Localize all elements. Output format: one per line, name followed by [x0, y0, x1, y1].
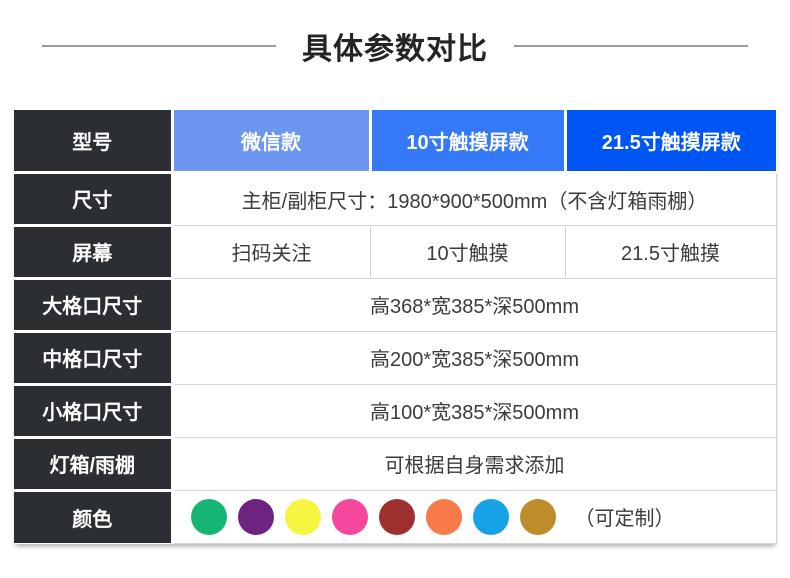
color-swatch-pink [331, 498, 368, 535]
table-row-size: 尺寸 主柜/副柜尺寸：1980*900*500mm（不含灯箱雨棚） [14, 171, 777, 227]
color-swatch-list: （可定制） [175, 498, 775, 535]
column-header-wechat: 微信款 [170, 110, 370, 174]
color-swatch-purple [237, 498, 274, 535]
color-swatch-yellow [284, 498, 321, 535]
cell-screen-wechat: 扫码关注 [171, 224, 371, 279]
title-right-line [514, 45, 748, 47]
cell-small-slot-size: 高100*宽385*深500mm [171, 383, 777, 438]
table-row-screen: 屏幕 扫码关注 10寸触摸 21.5寸触摸 [14, 224, 777, 280]
title-left-line [42, 45, 276, 47]
row-label-medium-slot: 中格口尺寸 [14, 331, 174, 386]
spec-comparison-table: 型号 微信款 10寸触摸屏款 21.5寸触摸屏款 尺寸 主柜/副柜尺寸：1980… [14, 110, 777, 544]
color-swatch-gold [519, 498, 556, 535]
cell-medium-slot-size: 高200*宽385*深500mm [171, 330, 777, 385]
color-swatch-blue [472, 498, 509, 535]
cell-screen-10inch: 10寸触摸 [369, 224, 566, 279]
page-header: 具体参数对比 [0, 26, 790, 66]
table-row-lightbox: 灯箱/雨棚 可根据自身需求添加 [14, 436, 777, 492]
row-label-screen: 屏幕 [14, 225, 174, 280]
row-label-color: 颜色 [14, 490, 174, 543]
page-title: 具体参数对比 [302, 33, 488, 66]
cell-cabinet-size: 主柜/副柜尺寸：1980*900*500mm（不含灯箱雨棚） [171, 171, 777, 226]
color-swatch-orange [425, 498, 462, 535]
row-label-size: 尺寸 [14, 172, 174, 227]
table-row-model: 型号 微信款 10寸触摸屏款 21.5寸触摸屏款 [14, 110, 776, 174]
column-header-10inch: 10寸触摸屏款 [368, 110, 565, 174]
column-header-21inch: 21.5寸触摸屏款 [563, 110, 776, 174]
cell-large-slot-size: 高368*宽385*深500mm [171, 277, 777, 332]
row-label-lightbox: 灯箱/雨棚 [14, 437, 174, 492]
table-row-large-slot: 大格口尺寸 高368*宽385*深500mm [14, 277, 777, 333]
cell-lightbox: 可根据自身需求添加 [171, 436, 777, 491]
color-swatch-darkred [378, 498, 415, 535]
table-row-medium-slot: 中格口尺寸 高200*宽385*深500mm [14, 330, 777, 386]
table-row-color: 颜色 （可定制） [14, 489, 777, 544]
row-label-small-slot: 小格口尺寸 [14, 384, 174, 439]
cell-color-options: （可定制） [171, 489, 777, 544]
customizable-note: （可定制） [574, 508, 675, 530]
row-label-model: 型号 [14, 110, 174, 174]
color-swatch-green [190, 498, 227, 535]
table-row-small-slot: 小格口尺寸 高100*宽385*深500mm [14, 383, 777, 439]
cell-screen-21inch: 21.5寸触摸 [564, 224, 777, 279]
row-label-large-slot: 大格口尺寸 [14, 278, 174, 333]
